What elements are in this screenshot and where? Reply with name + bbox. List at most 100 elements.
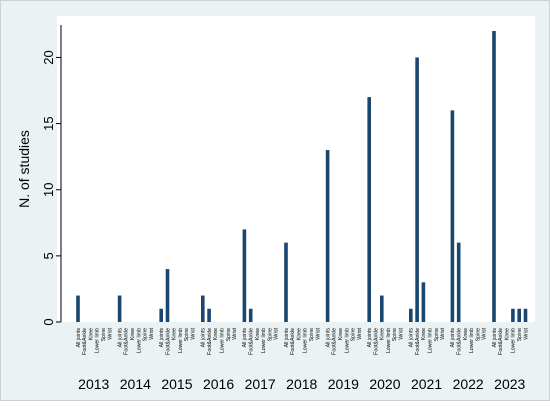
x-subcategory-label: Spine bbox=[309, 328, 315, 341]
x-subcategory-label: Knee bbox=[463, 328, 469, 340]
bar bbox=[450, 110, 455, 322]
x-subcategory-label: Foot&Ankle bbox=[457, 328, 463, 355]
x-subcategory-label: Knee bbox=[130, 328, 136, 340]
x-subcategory-label: Lower limb bbox=[344, 328, 350, 353]
bar bbox=[517, 308, 521, 322]
x-subcategory-label: Wrist bbox=[315, 327, 321, 339]
year-labels: 2013 2014 2015 2016 2017 2018 2019 2020 2021 2022… bbox=[78, 376, 525, 392]
x-subcategory-label: All joints bbox=[201, 328, 207, 348]
bar bbox=[207, 308, 211, 322]
x-subcategory-label: All joints bbox=[242, 328, 248, 348]
bar bbox=[76, 295, 80, 322]
x-subcategory-label: Spine bbox=[184, 328, 190, 341]
x-subcategory-label: All joints bbox=[76, 328, 82, 348]
x-subcategory-label: Foot&Ankle bbox=[82, 328, 88, 355]
y-tick-label: 20 bbox=[41, 50, 56, 64]
bar bbox=[201, 295, 205, 322]
x-year-label: 2014 bbox=[120, 376, 151, 392]
x-subcategory-label: Wrist bbox=[274, 327, 280, 339]
bar bbox=[165, 269, 170, 322]
x-year-label: 2015 bbox=[161, 376, 192, 392]
x-subcategory-label: Spine bbox=[392, 328, 398, 341]
plot-area bbox=[57, 16, 535, 322]
bar bbox=[492, 31, 496, 322]
x-subcategory-label: Spine bbox=[267, 328, 273, 341]
bar bbox=[415, 57, 419, 323]
x-year-label: 2021 bbox=[411, 376, 442, 392]
x-subcategory-label: Spine bbox=[226, 328, 232, 341]
bar bbox=[421, 282, 426, 322]
x-subcategory-label: Foot&Ankle bbox=[373, 328, 379, 355]
x-subcategory-label: Foot&Ankle bbox=[249, 328, 255, 355]
x-subcategory-label: Foot&Ankle bbox=[498, 328, 504, 355]
x-subcategory-label: Lower limb bbox=[178, 328, 184, 353]
y-tick-label: 15 bbox=[41, 116, 56, 130]
x-subcategory-label: Wrist bbox=[107, 327, 113, 339]
x-subcategory-label: Foot&Ankle bbox=[165, 328, 171, 355]
x-subcategory-label: Wrist bbox=[357, 327, 363, 339]
x-subcategory-label: Lower limb bbox=[428, 328, 434, 353]
x-subcategory-label: Spine bbox=[517, 328, 523, 341]
bar bbox=[367, 97, 371, 323]
x-year-label: 2017 bbox=[245, 376, 276, 392]
x-subcategory-label: Foot&Ankle bbox=[332, 328, 338, 355]
x-subcategory-label: Lower limb bbox=[469, 328, 475, 353]
x-year-label: 2019 bbox=[328, 376, 359, 392]
bar bbox=[511, 308, 515, 322]
y-tick-label: 10 bbox=[41, 182, 56, 196]
x-year-label: 2020 bbox=[369, 376, 400, 392]
x-subcategory-label: Knee bbox=[213, 328, 219, 340]
x-subcategory-label: Foot&Ankle bbox=[207, 328, 213, 355]
bar bbox=[409, 308, 413, 322]
y-tick-label: 0 bbox=[41, 318, 56, 325]
x-year-label: 2013 bbox=[78, 376, 109, 392]
y-axis: 0 5 10 15 20 bbox=[41, 25, 62, 326]
x-subcategory-label: All joints bbox=[450, 328, 456, 348]
x-year-label: 2018 bbox=[286, 376, 317, 392]
x-subcategory-label: All joints bbox=[325, 328, 331, 348]
x-subcategory-label: Lower limb bbox=[136, 328, 142, 353]
x-subcategory-label: Lower limb bbox=[511, 328, 517, 353]
x-subcategory-label: Spine bbox=[101, 328, 107, 341]
x-year-label: 2022 bbox=[453, 376, 484, 392]
y-axis-title: N. of studies bbox=[16, 130, 32, 208]
x-subcategory-label: Wrist bbox=[232, 327, 238, 339]
x-subcategory-label: Knee bbox=[421, 328, 427, 340]
x-subcategory-label: Spine bbox=[351, 328, 357, 341]
x-subcategory-label: Wrist bbox=[149, 327, 155, 339]
x-subcategory-label: Foot&Ankle bbox=[290, 328, 296, 355]
bar bbox=[523, 308, 528, 322]
x-subcategory-label: Lower limb bbox=[303, 328, 309, 353]
x-subcategory-label: Lower limb bbox=[386, 328, 392, 353]
subcategory-labels: All joints Foot&Ankle Knee Lower limb Spine W… bbox=[76, 327, 529, 355]
x-subcategory-label: Knee bbox=[255, 328, 261, 340]
x-subcategory-label: Lower limb bbox=[220, 328, 226, 353]
x-subcategory-label: All joints bbox=[492, 328, 498, 348]
bar bbox=[380, 295, 384, 322]
x-year-label: 2023 bbox=[494, 376, 525, 392]
y-tick-label: 5 bbox=[41, 252, 56, 259]
x-subcategory-label: Wrist bbox=[440, 327, 446, 339]
x-subcategory-label: Wrist bbox=[191, 327, 197, 339]
x-subcategory-label: All joints bbox=[284, 328, 290, 348]
x-subcategory-label: Knee bbox=[88, 328, 94, 340]
x-subcategory-label: All joints bbox=[117, 328, 123, 348]
x-subcategory-label: Wrist bbox=[482, 327, 488, 339]
bar bbox=[248, 308, 253, 322]
x-subcategory-label: Knee bbox=[338, 328, 344, 340]
x-subcategory-label: Spine bbox=[434, 328, 440, 341]
x-year-label: 2016 bbox=[203, 376, 234, 392]
x-subcategory-label: All joints bbox=[409, 328, 415, 348]
bar bbox=[284, 242, 288, 322]
x-subcategory-label: Foot&Ankle bbox=[415, 328, 421, 355]
bars bbox=[76, 31, 528, 323]
x-subcategory-label: Knee bbox=[172, 328, 178, 340]
x-subcategory-label: Spine bbox=[475, 328, 481, 341]
x-subcategory-label: Spine bbox=[143, 328, 149, 341]
bar bbox=[159, 308, 163, 322]
bar bbox=[117, 295, 122, 322]
x-subcategory-label: Knee bbox=[380, 328, 386, 340]
x-subcategory-label: Knee bbox=[296, 328, 302, 340]
